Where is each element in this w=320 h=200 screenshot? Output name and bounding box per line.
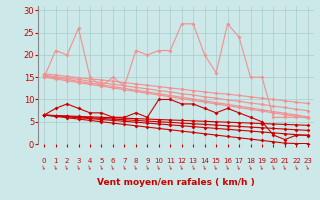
Text: ↓: ↓ [305, 164, 311, 171]
Text: ↓: ↓ [190, 164, 196, 171]
Text: ↓: ↓ [156, 164, 162, 171]
Text: ↓: ↓ [144, 164, 151, 171]
Text: ↓: ↓ [167, 164, 173, 171]
Text: ↓: ↓ [41, 164, 47, 171]
Text: ↓: ↓ [121, 164, 128, 171]
Text: ↓: ↓ [132, 164, 139, 171]
Text: ↓: ↓ [64, 164, 70, 171]
Text: ↓: ↓ [75, 164, 82, 171]
Text: ↓: ↓ [259, 164, 265, 171]
Text: ↓: ↓ [236, 164, 242, 171]
Text: ↓: ↓ [224, 164, 231, 171]
Text: ↓: ↓ [52, 164, 59, 171]
Text: ↓: ↓ [247, 164, 254, 171]
Text: ↓: ↓ [213, 164, 220, 171]
X-axis label: Vent moyen/en rafales ( km/h ): Vent moyen/en rafales ( km/h ) [97, 178, 255, 187]
Text: ↓: ↓ [110, 164, 116, 171]
Text: ↓: ↓ [293, 164, 300, 171]
Text: ↓: ↓ [98, 164, 105, 171]
Text: ↓: ↓ [87, 164, 93, 171]
Text: ↓: ↓ [201, 164, 208, 171]
Text: ↓: ↓ [179, 164, 185, 171]
Text: ↓: ↓ [282, 164, 288, 171]
Text: ↓: ↓ [270, 164, 277, 171]
